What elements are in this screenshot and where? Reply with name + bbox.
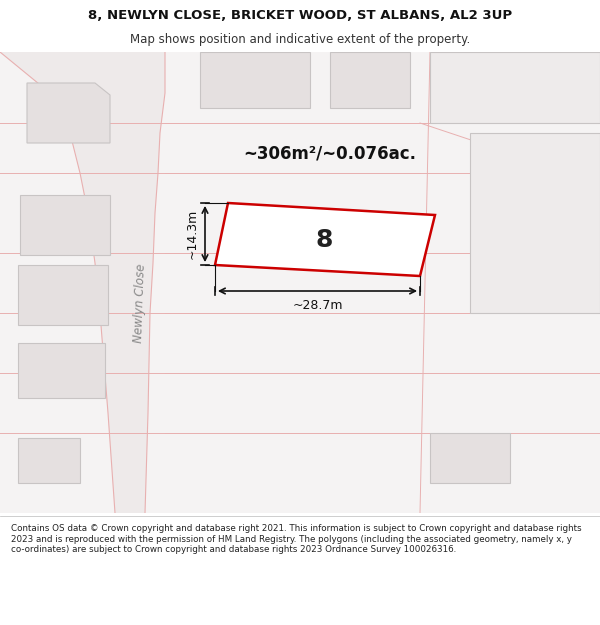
Polygon shape [470, 133, 600, 313]
Polygon shape [215, 203, 435, 276]
Polygon shape [20, 195, 110, 255]
Polygon shape [0, 52, 165, 513]
Polygon shape [200, 52, 310, 108]
Polygon shape [330, 52, 410, 108]
Polygon shape [430, 433, 510, 483]
Polygon shape [18, 265, 108, 325]
Polygon shape [18, 438, 80, 483]
Polygon shape [430, 52, 600, 123]
Text: 8, NEWLYN CLOSE, BRICKET WOOD, ST ALBANS, AL2 3UP: 8, NEWLYN CLOSE, BRICKET WOOD, ST ALBANS… [88, 9, 512, 22]
Text: ~306m²/~0.076ac.: ~306m²/~0.076ac. [244, 144, 416, 162]
Text: 8: 8 [316, 228, 333, 252]
Polygon shape [18, 343, 105, 398]
Polygon shape [27, 83, 110, 143]
Text: Map shows position and indicative extent of the property.: Map shows position and indicative extent… [130, 32, 470, 46]
Text: Newlyn Close: Newlyn Close [132, 263, 148, 343]
Text: ~14.3m: ~14.3m [186, 209, 199, 259]
Text: ~28.7m: ~28.7m [292, 299, 343, 312]
Text: Contains OS data © Crown copyright and database right 2021. This information is : Contains OS data © Crown copyright and d… [11, 524, 581, 554]
